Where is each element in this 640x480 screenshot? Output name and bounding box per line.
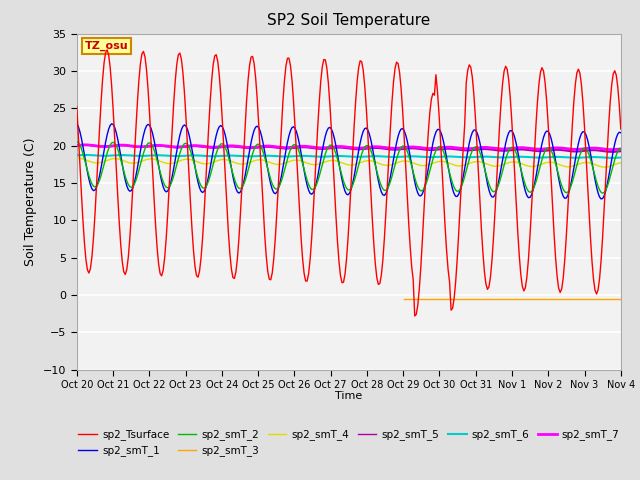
- sp2_smT_1: [587, 151, 595, 156]
- Line: sp2_smT_1: sp2_smT_1: [77, 124, 621, 199]
- sp2_smT_7: [588, 145, 596, 151]
- sp2_smT_6: [312, 154, 320, 159]
- sp2_smT_6: [237, 153, 244, 159]
- sp2_smT_7: [82, 142, 90, 148]
- Line: sp2_smT_6: sp2_smT_6: [77, 155, 621, 158]
- Line: sp2_smT_2: sp2_smT_2: [77, 142, 621, 193]
- sp2_smT_7: [312, 144, 320, 150]
- sp2_smT_5: [608, 149, 616, 155]
- Line: sp2_Tsurface: sp2_Tsurface: [77, 50, 621, 316]
- Text: TZ_osu: TZ_osu: [85, 41, 129, 51]
- sp2_Tsurface: [312, 152, 320, 158]
- sp2_smT_1: [597, 196, 605, 202]
- Title: SP2 Soil Temperature: SP2 Soil Temperature: [267, 13, 431, 28]
- sp2_smT_2: [253, 142, 261, 147]
- sp2_Tsurface: [411, 313, 419, 319]
- sp2_Tsurface: [264, 268, 271, 274]
- sp2_Tsurface: [141, 54, 149, 60]
- sp2_smT_1: [73, 121, 81, 127]
- sp2_smT_1: [311, 186, 319, 192]
- sp2_Tsurface: [237, 210, 244, 216]
- sp2_smT_2: [617, 146, 625, 152]
- sp2_smT_2: [235, 185, 243, 191]
- sp2_smT_5: [588, 147, 596, 153]
- sp2_smT_6: [264, 153, 271, 158]
- sp2_smT_6: [588, 154, 596, 160]
- sp2_smT_4: [255, 157, 262, 163]
- X-axis label: Time: Time: [335, 391, 362, 401]
- sp2_smT_4: [141, 157, 149, 163]
- sp2_smT_1: [140, 132, 147, 138]
- sp2_Tsurface: [589, 276, 597, 282]
- sp2_smT_2: [73, 139, 81, 145]
- sp2_smT_5: [264, 144, 271, 150]
- sp2_smT_4: [312, 162, 320, 168]
- sp2_smT_5: [617, 148, 625, 154]
- Line: sp2_smT_7: sp2_smT_7: [77, 145, 621, 150]
- sp2_smT_4: [588, 161, 596, 167]
- sp2_smT_7: [617, 146, 625, 152]
- sp2_smT_6: [82, 152, 90, 158]
- sp2_smT_2: [262, 160, 270, 166]
- sp2_smT_4: [73, 156, 81, 161]
- sp2_smT_4: [264, 159, 271, 165]
- sp2_smT_7: [73, 143, 81, 148]
- sp2_smT_7: [237, 144, 244, 150]
- sp2_smT_3: [617, 296, 625, 301]
- sp2_smT_6: [617, 155, 625, 160]
- sp2_smT_1: [235, 190, 243, 196]
- sp2_smT_7: [264, 143, 271, 149]
- Legend: sp2_Tsurface, sp2_smT_1, sp2_smT_2, sp2_smT_3, sp2_smT_4, sp2_smT_5, sp2_smT_6, : sp2_Tsurface, sp2_smT_1, sp2_smT_2, sp2_…: [74, 425, 623, 461]
- sp2_smT_4: [600, 164, 608, 170]
- sp2_smT_5: [73, 143, 81, 148]
- sp2_smT_4: [237, 161, 244, 167]
- sp2_smT_6: [73, 153, 81, 158]
- sp2_smT_2: [140, 150, 147, 156]
- sp2_smT_3: [587, 296, 595, 301]
- sp2_smT_2: [599, 190, 607, 196]
- sp2_smT_1: [262, 157, 270, 163]
- sp2_smT_6: [608, 155, 616, 161]
- sp2_smT_5: [312, 145, 320, 151]
- sp2_smT_4: [74, 156, 82, 161]
- sp2_smT_2: [311, 185, 319, 191]
- Y-axis label: Soil Temperature (C): Soil Temperature (C): [24, 137, 38, 266]
- sp2_Tsurface: [617, 126, 625, 132]
- sp2_smT_5: [255, 144, 262, 150]
- sp2_smT_7: [141, 144, 149, 149]
- sp2_smT_7: [608, 147, 616, 153]
- sp2_Tsurface: [73, 104, 81, 109]
- Line: sp2_smT_5: sp2_smT_5: [77, 145, 621, 152]
- sp2_smT_5: [141, 144, 149, 150]
- Line: sp2_smT_4: sp2_smT_4: [77, 158, 621, 167]
- sp2_smT_4: [617, 160, 625, 166]
- sp2_smT_1: [253, 123, 261, 129]
- sp2_smT_6: [141, 153, 149, 159]
- sp2_smT_7: [255, 144, 262, 150]
- sp2_smT_5: [237, 144, 244, 150]
- sp2_smT_5: [82, 142, 90, 148]
- sp2_smT_6: [255, 153, 262, 159]
- sp2_smT_2: [587, 156, 595, 162]
- sp2_smT_1: [617, 130, 625, 136]
- sp2_Tsurface: [255, 120, 262, 126]
- sp2_Tsurface: [103, 47, 111, 53]
